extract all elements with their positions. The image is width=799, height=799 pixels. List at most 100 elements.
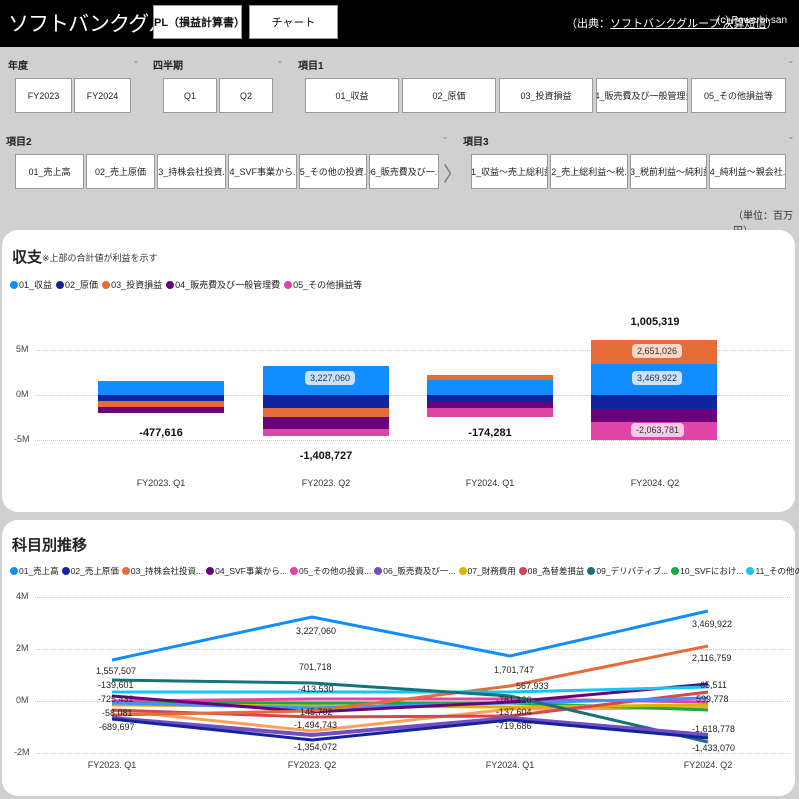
- bar-segment-cost[interactable]: [263, 395, 389, 408]
- slicer-quarter-q1[interactable]: Q1: [163, 78, 217, 113]
- slicer-year-fy2023[interactable]: FY2023: [15, 78, 72, 113]
- slicer-item2-option[interactable]: 01_売上高: [15, 154, 84, 189]
- legend-item[interactable]: 06_販売費及び一...: [374, 565, 456, 577]
- data-label: -1,618,778: [692, 724, 736, 734]
- y-tick: 2M: [16, 643, 29, 653]
- slicer-item2-option[interactable]: 06_販売費及び一...: [369, 154, 439, 189]
- chevron-down-icon[interactable]: ⌄: [276, 55, 284, 65]
- bar-segment-investment[interactable]: [98, 401, 224, 407]
- bar-total-label: -174,281: [468, 427, 512, 439]
- legend-item[interactable]: 10_SVFにおけ...: [671, 565, 743, 577]
- legend-item[interactable]: 08_為替差損益: [518, 565, 584, 577]
- slicer-item2-option[interactable]: 02_売上原価: [86, 154, 155, 189]
- legend-item[interactable]: 01_売上高: [10, 565, 59, 577]
- slicer-item3-option[interactable]: 03_税前利益〜純利益: [630, 154, 707, 189]
- bar-segment-investment[interactable]: [427, 375, 553, 380]
- slicer-item2-option[interactable]: 03_持株会社投資...: [157, 154, 226, 189]
- data-label: 2,116,759: [692, 653, 732, 663]
- bar-segment-sga[interactable]: [98, 407, 224, 413]
- gridline: [35, 649, 790, 650]
- slicer-item3-option[interactable]: 02_売上総利益〜税...: [550, 154, 628, 189]
- gridline: [35, 395, 790, 396]
- legend-item[interactable]: 11_その他の...: [746, 565, 799, 577]
- slicer-item2-option[interactable]: 05_その他の投資...: [299, 154, 367, 189]
- legend-dot-icon: [61, 567, 70, 575]
- line-chart-plot: [111, 609, 709, 744]
- series-13-line: [111, 706, 709, 733]
- data-label: -58,081: [102, 708, 133, 718]
- tab-chart[interactable]: チャート: [249, 5, 338, 39]
- income-expense-card: 収支 ※上部の合計値が利益を示す 01_収益 02_原価 03_投資損益 04_…: [2, 230, 795, 512]
- data-label: -781,126: [496, 695, 532, 705]
- bar-segment-cost[interactable]: [591, 395, 717, 409]
- legend-item[interactable]: 02_原価: [56, 278, 98, 291]
- legend-item[interactable]: 04_販売費及び一般管理費: [166, 278, 280, 291]
- bar-segment-other[interactable]: [263, 429, 389, 436]
- bar-total-label: -1,408,727: [299, 450, 353, 462]
- data-label: 1,701,747: [494, 665, 535, 675]
- source-prefix: （出典：: [566, 18, 610, 30]
- source-link[interactable]: ソフトバンクグループ 決算短信: [610, 18, 767, 30]
- bar-segment-revenue[interactable]: [98, 381, 224, 395]
- series-01-line: [111, 609, 709, 662]
- bar-segment-investment[interactable]: [263, 408, 389, 417]
- slicer-year-fy2024[interactable]: FY2024: [74, 78, 131, 113]
- gridline: [35, 350, 790, 351]
- slicer-item1-option[interactable]: 05_その他損益等: [691, 78, 786, 113]
- legend-dot-icon: [56, 280, 65, 289]
- data-label: -1,354,072: [294, 742, 338, 752]
- data-label: -719,686: [496, 721, 532, 731]
- slicer-item2-label: 項目2: [6, 137, 32, 148]
- legend-dot-icon: [121, 567, 130, 575]
- bar-total-label: 1,005,319: [630, 316, 680, 328]
- slicer-quarter-label: 四半期: [153, 61, 183, 72]
- bar-segment-sga[interactable]: [427, 402, 553, 408]
- legend-item[interactable]: 07_財務費用: [458, 565, 516, 577]
- chevron-down-icon[interactable]: ⌄: [787, 131, 795, 141]
- series-06-line: [111, 715, 709, 738]
- bar-segment-sga[interactable]: [591, 409, 717, 422]
- tab-pl[interactable]: PL（損益計算書）: [153, 5, 245, 39]
- chevron-down-icon[interactable]: ⌄: [441, 131, 449, 141]
- slicer-item3-label: 項目3: [463, 137, 489, 148]
- data-label: -413,530: [298, 684, 334, 694]
- slicer-item1-option[interactable]: 04_販売費及び一般管理費: [596, 78, 688, 113]
- slicer-quarter-q2[interactable]: Q2: [219, 78, 273, 113]
- card-title: 収支: [12, 249, 43, 266]
- legend-item[interactable]: 03_持株会社投資...: [121, 565, 203, 577]
- legend-item[interactable]: 05_その他の投資...: [289, 565, 371, 577]
- slicer-item1-option[interactable]: 03_投資損益: [499, 78, 593, 113]
- bar-segment-sga[interactable]: [263, 417, 389, 429]
- legend-item[interactable]: 02_売上原価: [61, 565, 119, 577]
- x-category: FY2024. Q1: [485, 760, 535, 770]
- slicer-item3-option[interactable]: 04_純利益〜親会社...: [709, 154, 786, 189]
- legend-item[interactable]: 03_投資損益: [102, 278, 162, 291]
- legend-item[interactable]: 01_収益: [10, 278, 52, 291]
- data-label: -725,432: [98, 694, 134, 704]
- bar-segment-revenue[interactable]: [427, 380, 553, 395]
- slicer-item1-option[interactable]: 02_原価: [402, 78, 496, 113]
- slicer-item1-option[interactable]: 01_収益: [305, 78, 399, 113]
- bar-segment-other[interactable]: [427, 408, 553, 417]
- data-label: 3,227,060: [296, 626, 337, 636]
- legend-item[interactable]: 09_デリバティブ...: [587, 565, 668, 577]
- y-tick: 5M: [16, 344, 29, 354]
- data-label: 145,702: [300, 707, 333, 717]
- data-label: 701,718: [299, 662, 332, 672]
- legend-dot-icon: [284, 280, 293, 289]
- item-trend-card: 科目別推移 01_売上高 02_売上原価 03_持株会社投資... 04_SVF…: [2, 520, 799, 796]
- bar-segment-cost[interactable]: [98, 395, 224, 401]
- data-label: -1,433,070: [692, 743, 736, 753]
- chevron-right-icon[interactable]: 〉: [443, 164, 463, 186]
- legend-dot-icon: [518, 567, 527, 575]
- chevron-down-icon[interactable]: ⌄: [132, 55, 140, 65]
- legend-item[interactable]: 04_SVF事業から...: [206, 565, 287, 577]
- chevron-down-icon[interactable]: ⌄: [787, 55, 795, 65]
- slicer-item2-option[interactable]: 04_SVF事業から...: [228, 154, 297, 189]
- data-label: -137,604: [496, 707, 532, 717]
- bar-segment-cost[interactable]: [427, 395, 553, 402]
- legend-item[interactable]: 05_その他損益等: [284, 278, 362, 291]
- chart-legend: 01_売上高 02_売上原価 03_持株会社投資... 04_SVF事業から..…: [10, 565, 799, 577]
- legend-dot-icon: [671, 567, 680, 575]
- slicer-item3-option[interactable]: 01_収益〜売上総利益: [471, 154, 548, 189]
